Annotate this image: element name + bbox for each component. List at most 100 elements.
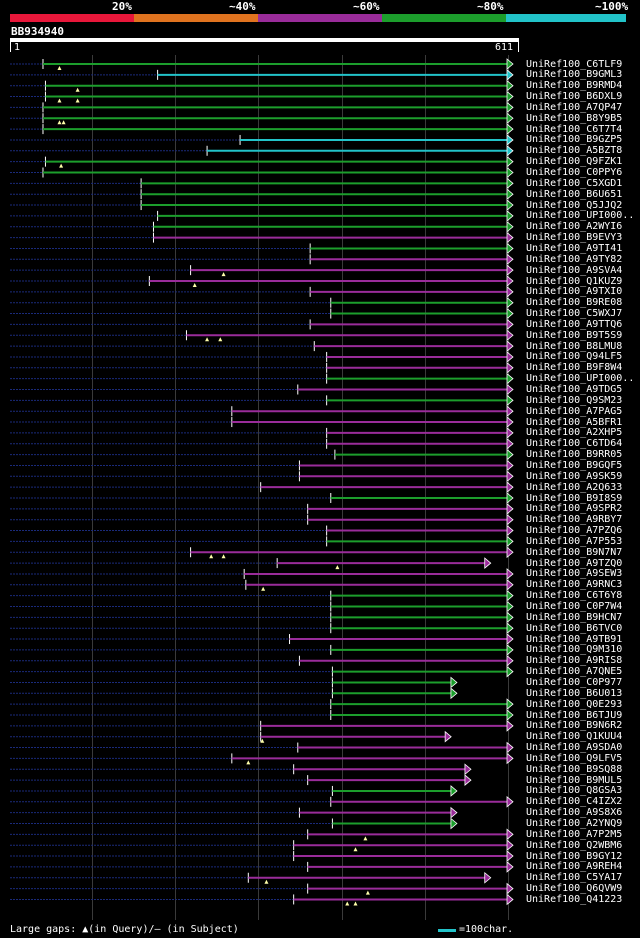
hit-label[interactable]: UniRef100_Q6QVW9 [526, 883, 623, 895]
hit-label[interactable]: UniRef100_C0P7W4 [526, 601, 623, 612]
hit-label[interactable]: UniRef100_B6TJU9 [526, 709, 623, 721]
hit-label[interactable]: UniRef100_B9GY12 [526, 850, 623, 862]
hit-label[interactable]: UniRef100_B9N7N7 [526, 546, 623, 558]
hit-label[interactable]: UniRef100_A9S8X6 [526, 807, 623, 819]
hit-label[interactable]: UniRef100_A9RNC3 [526, 579, 623, 591]
hit-label[interactable]: UniRef100_C0P977 [526, 676, 623, 688]
hit-label[interactable]: UniRef100_Q41223 [526, 893, 623, 905]
hit-label[interactable]: UniRef100_B9HCN7 [526, 611, 623, 623]
hit-label[interactable]: UniRef100_UPI000.. [526, 210, 635, 222]
hit-label[interactable]: UniRef100_C6TD64 [526, 438, 623, 450]
hit-label[interactable]: UniRef100_Q1KUZ9 [526, 275, 623, 287]
hit-label[interactable]: UniRef100_C0PPY6 [526, 167, 623, 178]
hit-label[interactable]: UniRef100_A2XHP5 [526, 427, 623, 439]
hit-label[interactable]: UniRef100_A7PAG5 [526, 405, 623, 417]
hit-label[interactable]: UniRef100_A7PZQ6 [526, 525, 623, 537]
hit-arrow-head [506, 427, 514, 439]
hit-arrow-head [506, 416, 514, 428]
hit-label[interactable]: UniRef100_C4IZX2 [526, 796, 623, 808]
hit-row [10, 600, 514, 613]
hit-label[interactable]: UniRef100_A9TDG5 [526, 384, 623, 395]
hit-label[interactable]: UniRef100_B9SQ88 [526, 763, 623, 775]
hit-label[interactable]: UniRef100_B9N6R2 [526, 720, 623, 732]
hit-label[interactable]: UniRef100_B6TVC0 [526, 622, 623, 634]
hit-label[interactable]: UniRef100_A7QNE5 [526, 666, 623, 678]
hit-label[interactable]: UniRef100_Q9M310 [526, 644, 623, 656]
hit-label[interactable]: UniRef100_Q5JJQ2 [526, 199, 623, 211]
hit-label[interactable]: UniRef100_A9SEW3 [526, 568, 623, 580]
hit-label[interactable]: UniRef100_A9REH4 [526, 861, 623, 873]
hit-label[interactable]: UniRef100_A9SK59 [526, 470, 623, 482]
hit-label[interactable]: UniRef100_A9TB91 [526, 633, 623, 645]
hit-label[interactable]: UniRef100_A9TZQ0 [526, 557, 623, 569]
hit-label[interactable]: UniRef100_Q8GSA3 [526, 785, 623, 797]
hit-label[interactable]: UniRef100_A9SVA4 [526, 264, 623, 276]
hit-label[interactable]: UniRef100_B9T5S9 [526, 329, 623, 341]
hit-label[interactable]: UniRef100_Q9SM23 [526, 394, 623, 406]
hit-label[interactable]: UniRef100_A2YNQ9 [526, 818, 623, 829]
hit-arrow-head [506, 839, 514, 852]
hit-label[interactable]: UniRef100_B9I8S9 [526, 492, 623, 504]
query-gap-marker [353, 847, 358, 852]
hit-label[interactable]: UniRef100_A9RIS8 [526, 655, 623, 667]
hit-label[interactable]: UniRef100_Q2WBM6 [526, 839, 623, 851]
hit-label[interactable]: UniRef100_B9MUL5 [526, 774, 623, 786]
hit-label[interactable]: UniRef100_Q1KUU4 [526, 731, 623, 743]
hit-label[interactable]: UniRef100_A5BZT8 [526, 145, 623, 157]
hit-label[interactable]: UniRef100_A7P2M5 [526, 828, 623, 840]
hit-arrow-head [506, 861, 514, 873]
hit-label[interactable]: UniRef100_B9RMD4 [526, 80, 623, 92]
hit-label[interactable]: UniRef100_B9GML3 [526, 69, 623, 81]
hit-label[interactable]: UniRef100_A7QP47 [526, 101, 623, 113]
hit-label[interactable]: UniRef100_A9SDA0 [526, 742, 623, 754]
hit-label[interactable]: UniRef100_A2WYI6 [526, 221, 623, 233]
hit-row [10, 307, 514, 320]
hit-label[interactable]: UniRef100_B6U651 [526, 188, 623, 200]
hit-label[interactable]: UniRef100_C5XGD1 [526, 177, 623, 189]
hit-row [10, 177, 514, 190]
hit-row [10, 817, 458, 830]
hit-label[interactable]: UniRef100_C6TLF9 [526, 58, 623, 70]
hit-label[interactable]: UniRef100_B8Y9B5 [526, 112, 623, 124]
hit-label[interactable]: UniRef100_A9TY82 [526, 253, 623, 265]
hit-label[interactable]: UniRef100_C6T7T4 [526, 123, 623, 135]
hit-label[interactable]: UniRef100_C6T6Y8 [526, 590, 623, 602]
hit-label[interactable]: UniRef100_B9GZP5 [526, 134, 623, 146]
hit-label[interactable]: UniRef100_A9SPR2 [526, 503, 623, 515]
hit-label[interactable]: UniRef100_Q9LFV5 [526, 752, 623, 764]
hit-row [10, 155, 514, 168]
hit-row [10, 752, 514, 765]
hit-label[interactable]: UniRef100_B9F8W4 [526, 362, 623, 374]
hit-label[interactable]: UniRef100_Q0E293 [526, 698, 623, 710]
hit-row [10, 882, 514, 895]
hit-label[interactable]: UniRef100_A2Q633 [526, 481, 623, 493]
hit-label[interactable]: UniRef100_A9RBY7 [526, 514, 623, 526]
hit-label[interactable]: UniRef100_A9TTQ6 [526, 318, 623, 330]
hit-row [10, 296, 514, 309]
hit-label[interactable]: UniRef100_A5BFR1 [526, 416, 623, 428]
hit-label[interactable]: UniRef100_C5YA17 [526, 872, 623, 884]
hit-row [10, 340, 514, 352]
gridline-300 [258, 55, 259, 920]
hit-row [10, 611, 514, 624]
hit-label[interactable]: UniRef100_UPI000.. [526, 373, 635, 385]
hit-label[interactable]: UniRef100_B9RR05 [526, 449, 623, 461]
hit-label[interactable]: UniRef100_Q94LF5 [526, 351, 623, 363]
hit-arrow-head [506, 492, 514, 504]
hit-label[interactable]: UniRef100_A9TI41 [526, 242, 623, 254]
hit-label[interactable]: UniRef100_Q9FZK1 [526, 156, 623, 168]
hit-label[interactable]: UniRef100_B8LMU8 [526, 340, 623, 352]
hit-label[interactable]: UniRef100_A7P553 [526, 535, 623, 547]
hit-label[interactable]: UniRef100_B9GQF5 [526, 459, 623, 471]
hit-label[interactable]: UniRef100_B9RE08 [526, 297, 623, 309]
hit-label[interactable]: UniRef100_C5WXJ7 [526, 308, 623, 320]
hit-arrow-head [506, 242, 514, 255]
hit-arrow-head [506, 112, 514, 125]
hit-label[interactable]: UniRef100_B6U013 [526, 687, 623, 699]
hit-label[interactable]: UniRef100_B9EVY3 [526, 232, 623, 244]
identity-band [134, 14, 258, 22]
hit-arrow-head [506, 752, 514, 765]
hit-label[interactable]: UniRef100_A9TXI0 [526, 286, 623, 298]
hit-arrow-head [506, 502, 514, 515]
hit-label[interactable]: UniRef100_B6DXL9 [526, 91, 623, 103]
